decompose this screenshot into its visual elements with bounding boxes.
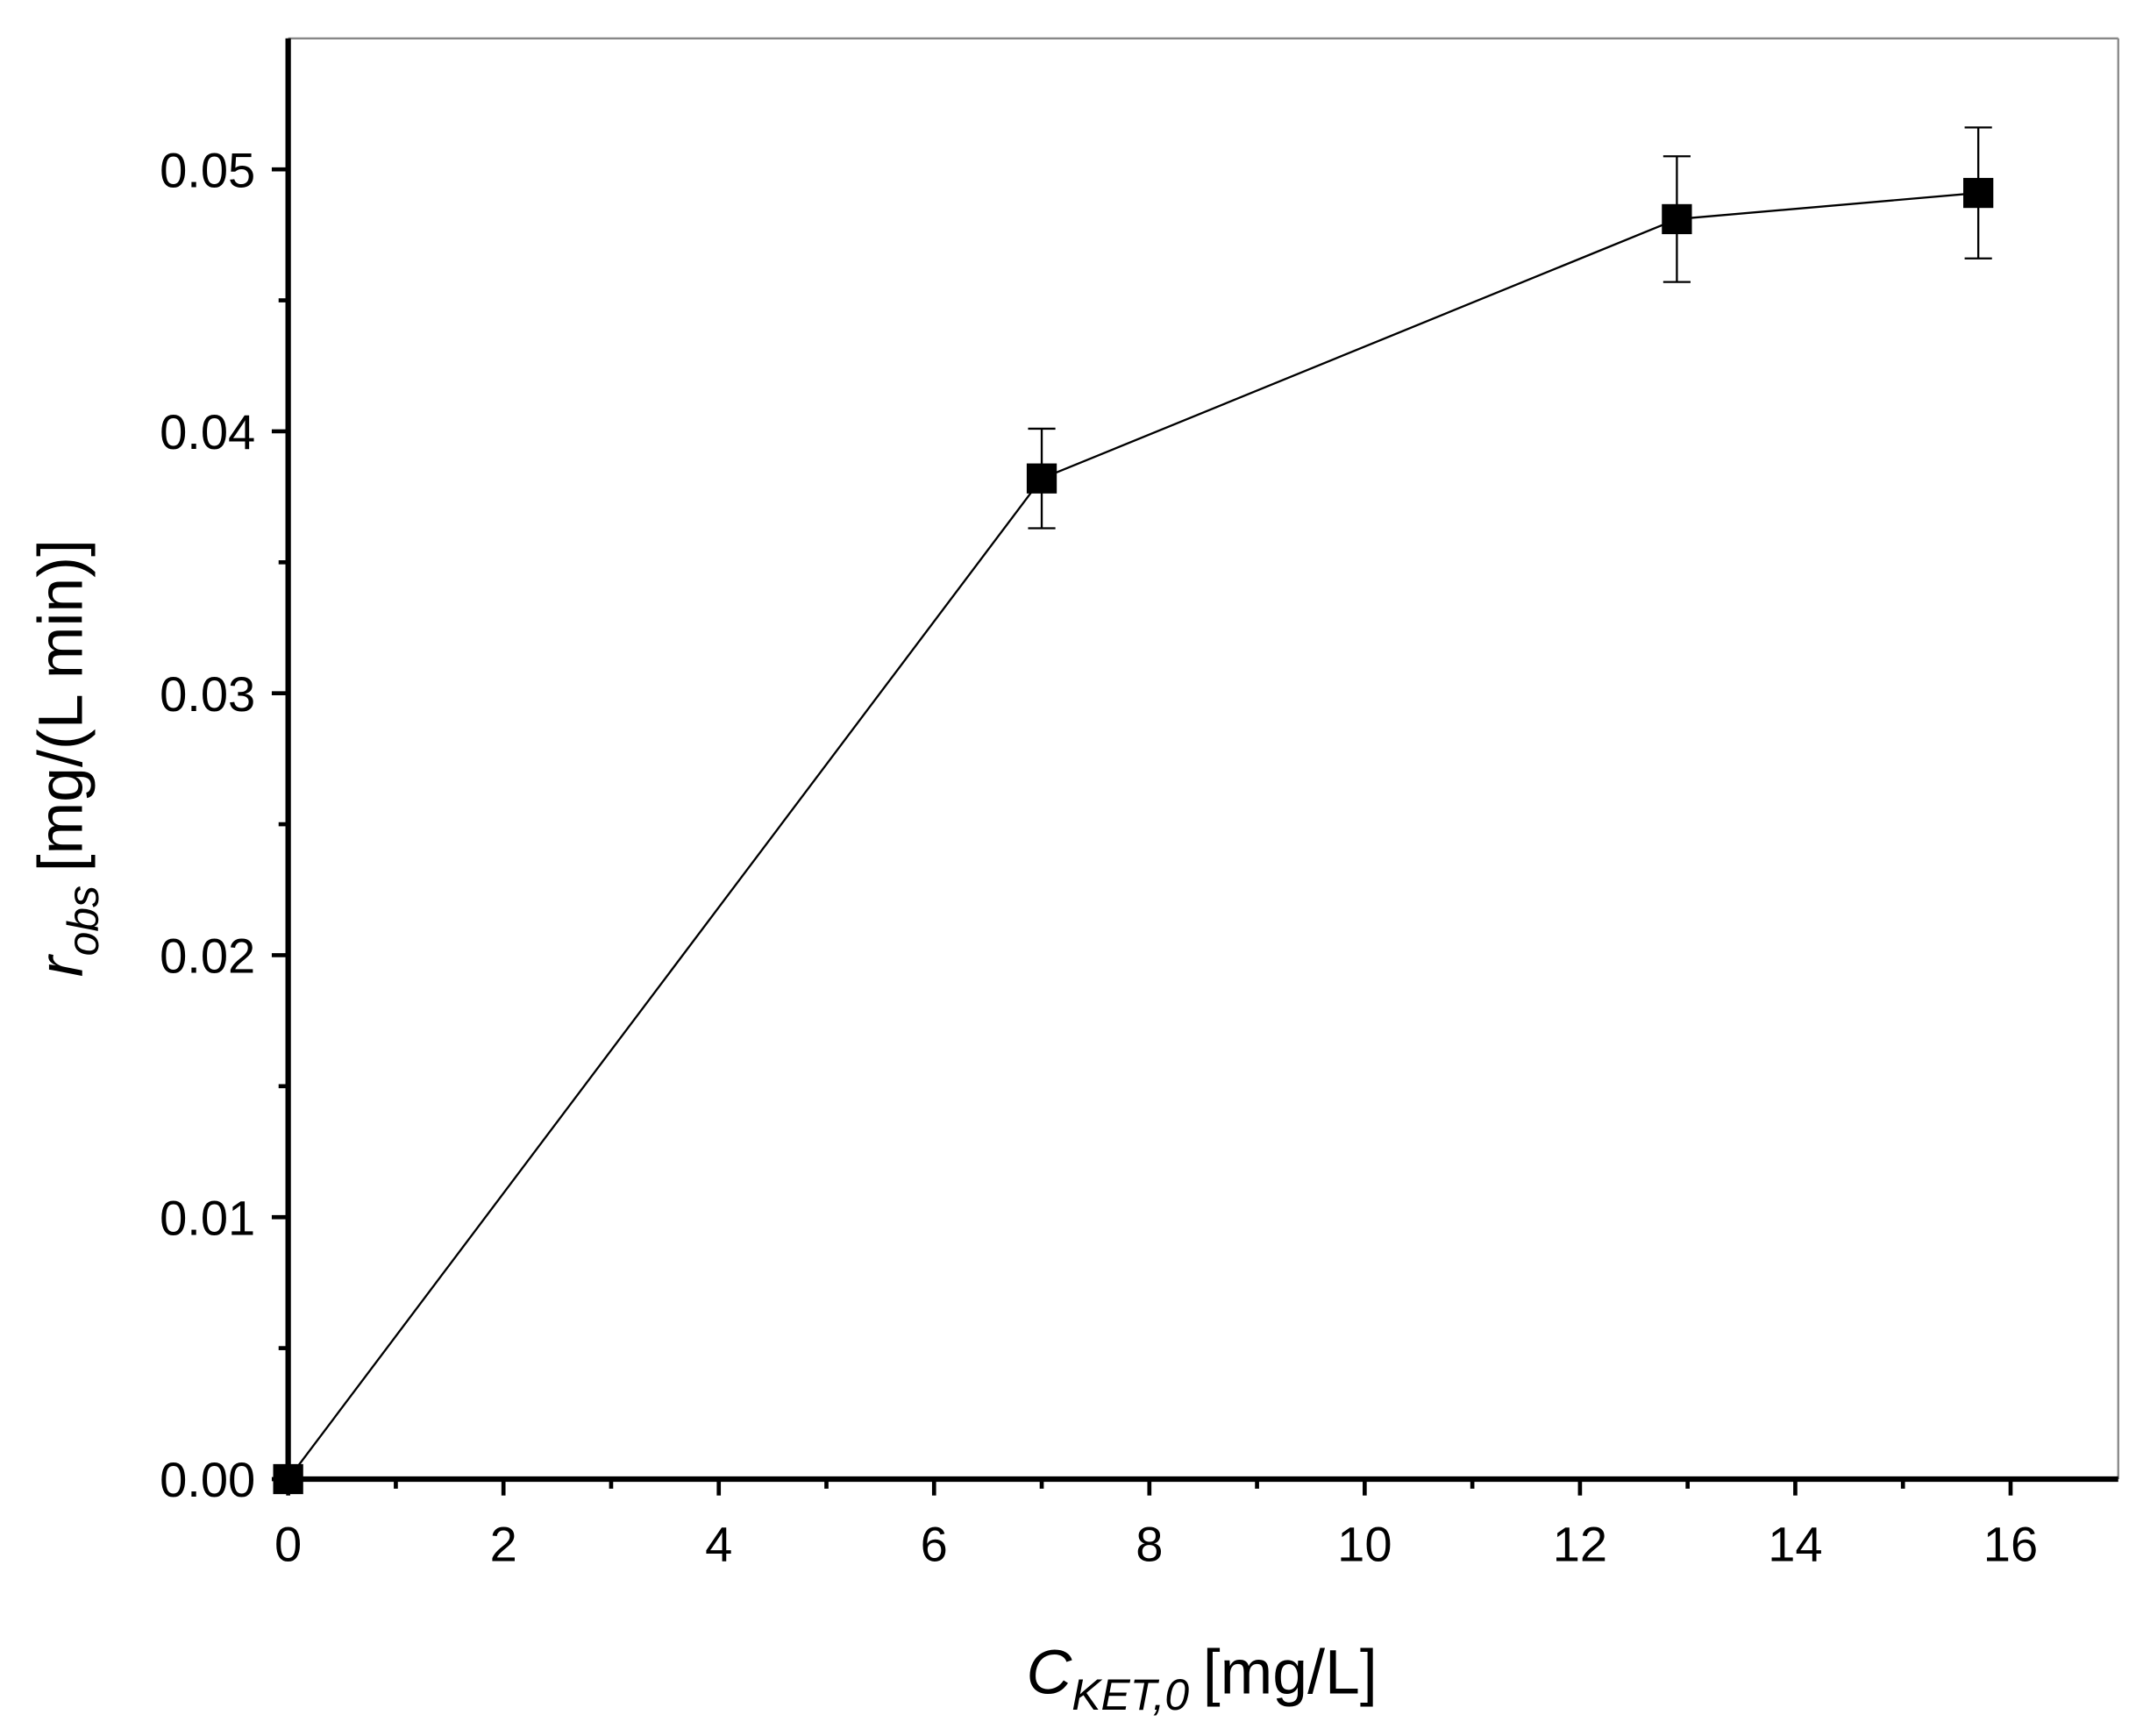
y-tick-label: 0.04 — [160, 404, 255, 459]
x-tick-label: 4 — [705, 1516, 732, 1571]
x-tick-label: 0 — [274, 1516, 302, 1571]
x-tick-label: 2 — [490, 1516, 517, 1571]
x-label-symbol: C — [1027, 1638, 1073, 1708]
x-label-subscript: KET,0 — [1072, 1670, 1189, 1719]
marker — [1026, 463, 1057, 494]
y-axis-label: robs [mg/(L min)] — [25, 539, 108, 977]
x-tick-label: 14 — [1768, 1516, 1822, 1571]
x-tick-label: 10 — [1337, 1516, 1392, 1571]
y-tick-label: 0.05 — [160, 142, 255, 197]
y-label-unit: [mg/(L min)] — [25, 539, 96, 872]
x-axis-label: CKET,0 [mg/L] — [1027, 1638, 1378, 1720]
y-tick-label: 0.00 — [160, 1452, 255, 1507]
marker — [1963, 177, 1994, 209]
y-label-subscript: obs — [59, 886, 108, 956]
y-tick-label: 0.01 — [160, 1190, 255, 1245]
y-tick-label: 0.03 — [160, 666, 255, 722]
y-tick-label: 0.02 — [160, 928, 255, 984]
series-line — [287, 191, 1979, 1480]
x-label-unit: [mg/L] — [1203, 1638, 1378, 1708]
x-tick-label: 12 — [1553, 1516, 1607, 1571]
x-tick-label: 8 — [1136, 1516, 1163, 1571]
y-label-symbol: r — [25, 953, 96, 977]
marker — [1662, 203, 1692, 235]
marker — [273, 1463, 303, 1495]
x-tick-label: 6 — [921, 1516, 948, 1571]
x-tick-label: 16 — [1983, 1516, 2038, 1571]
